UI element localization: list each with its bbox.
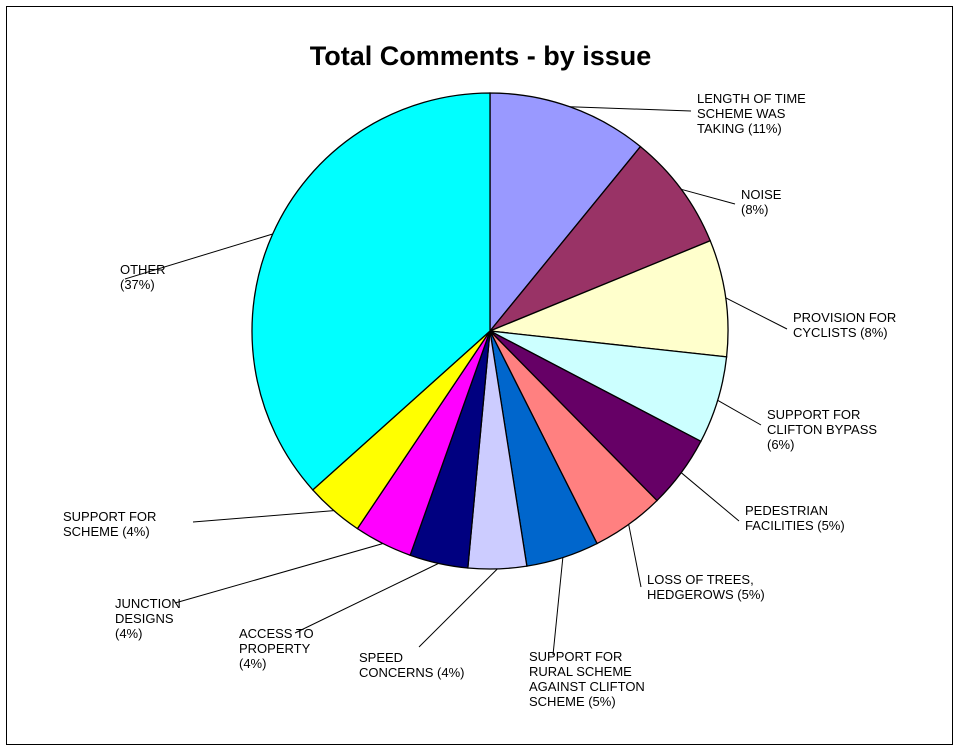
leader-line — [192, 510, 334, 523]
slice-label: ACCESS TO PROPERTY (4%) — [239, 626, 314, 671]
pie-slice — [489, 145, 712, 332]
chart-frame: Total Comments - by issue LENGTH OF TIME… — [6, 6, 953, 745]
slice-label: LENGTH OF TIME SCHEME WAS TAKING (11%) — [697, 91, 806, 136]
slice-label: SPEED CONCERNS (4%) — [359, 650, 464, 680]
slice-label: SUPPORT FOR RURAL SCHEME AGAINST CLIFTON SC… — [529, 649, 645, 709]
pie-chart: LENGTH OF TIME SCHEME WAS TAKING (11%) NOIS… — [63, 91, 896, 709]
chart-title: Total Comments - by issue — [309, 41, 652, 71]
leader-line — [294, 562, 439, 634]
leader-line — [717, 399, 762, 426]
slice-label: OTHER (37%) — [120, 262, 166, 292]
leader-line — [725, 297, 788, 330]
slice-label: PROVISION FOR CYCLISTS (8%) — [793, 310, 896, 340]
slice-label: SUPPORT FOR SCHEME (4%) — [63, 509, 156, 539]
leader-line — [174, 543, 384, 604]
slice-label: JUNCTION DESIGNS (4%) — [115, 596, 181, 641]
slice-label: NOISE (8%) — [741, 187, 782, 217]
leader-line — [418, 568, 498, 648]
leader-line — [681, 188, 736, 205]
slice-label: PEDESTRIAN FACILITIES (5%) — [745, 503, 845, 533]
slice-label: LOSS OF TREES, HEDGEROWS (5%) — [647, 572, 765, 602]
pie-slice — [489, 92, 642, 333]
slice-label: SUPPORT FOR CLIFTON BYPASS (6%) — [767, 407, 877, 452]
leader-line — [552, 557, 564, 656]
pie-slice — [251, 92, 491, 491]
leader-line — [569, 106, 692, 112]
leader-line — [680, 472, 740, 522]
leader-line — [628, 524, 642, 588]
leader-line — [124, 233, 273, 280]
